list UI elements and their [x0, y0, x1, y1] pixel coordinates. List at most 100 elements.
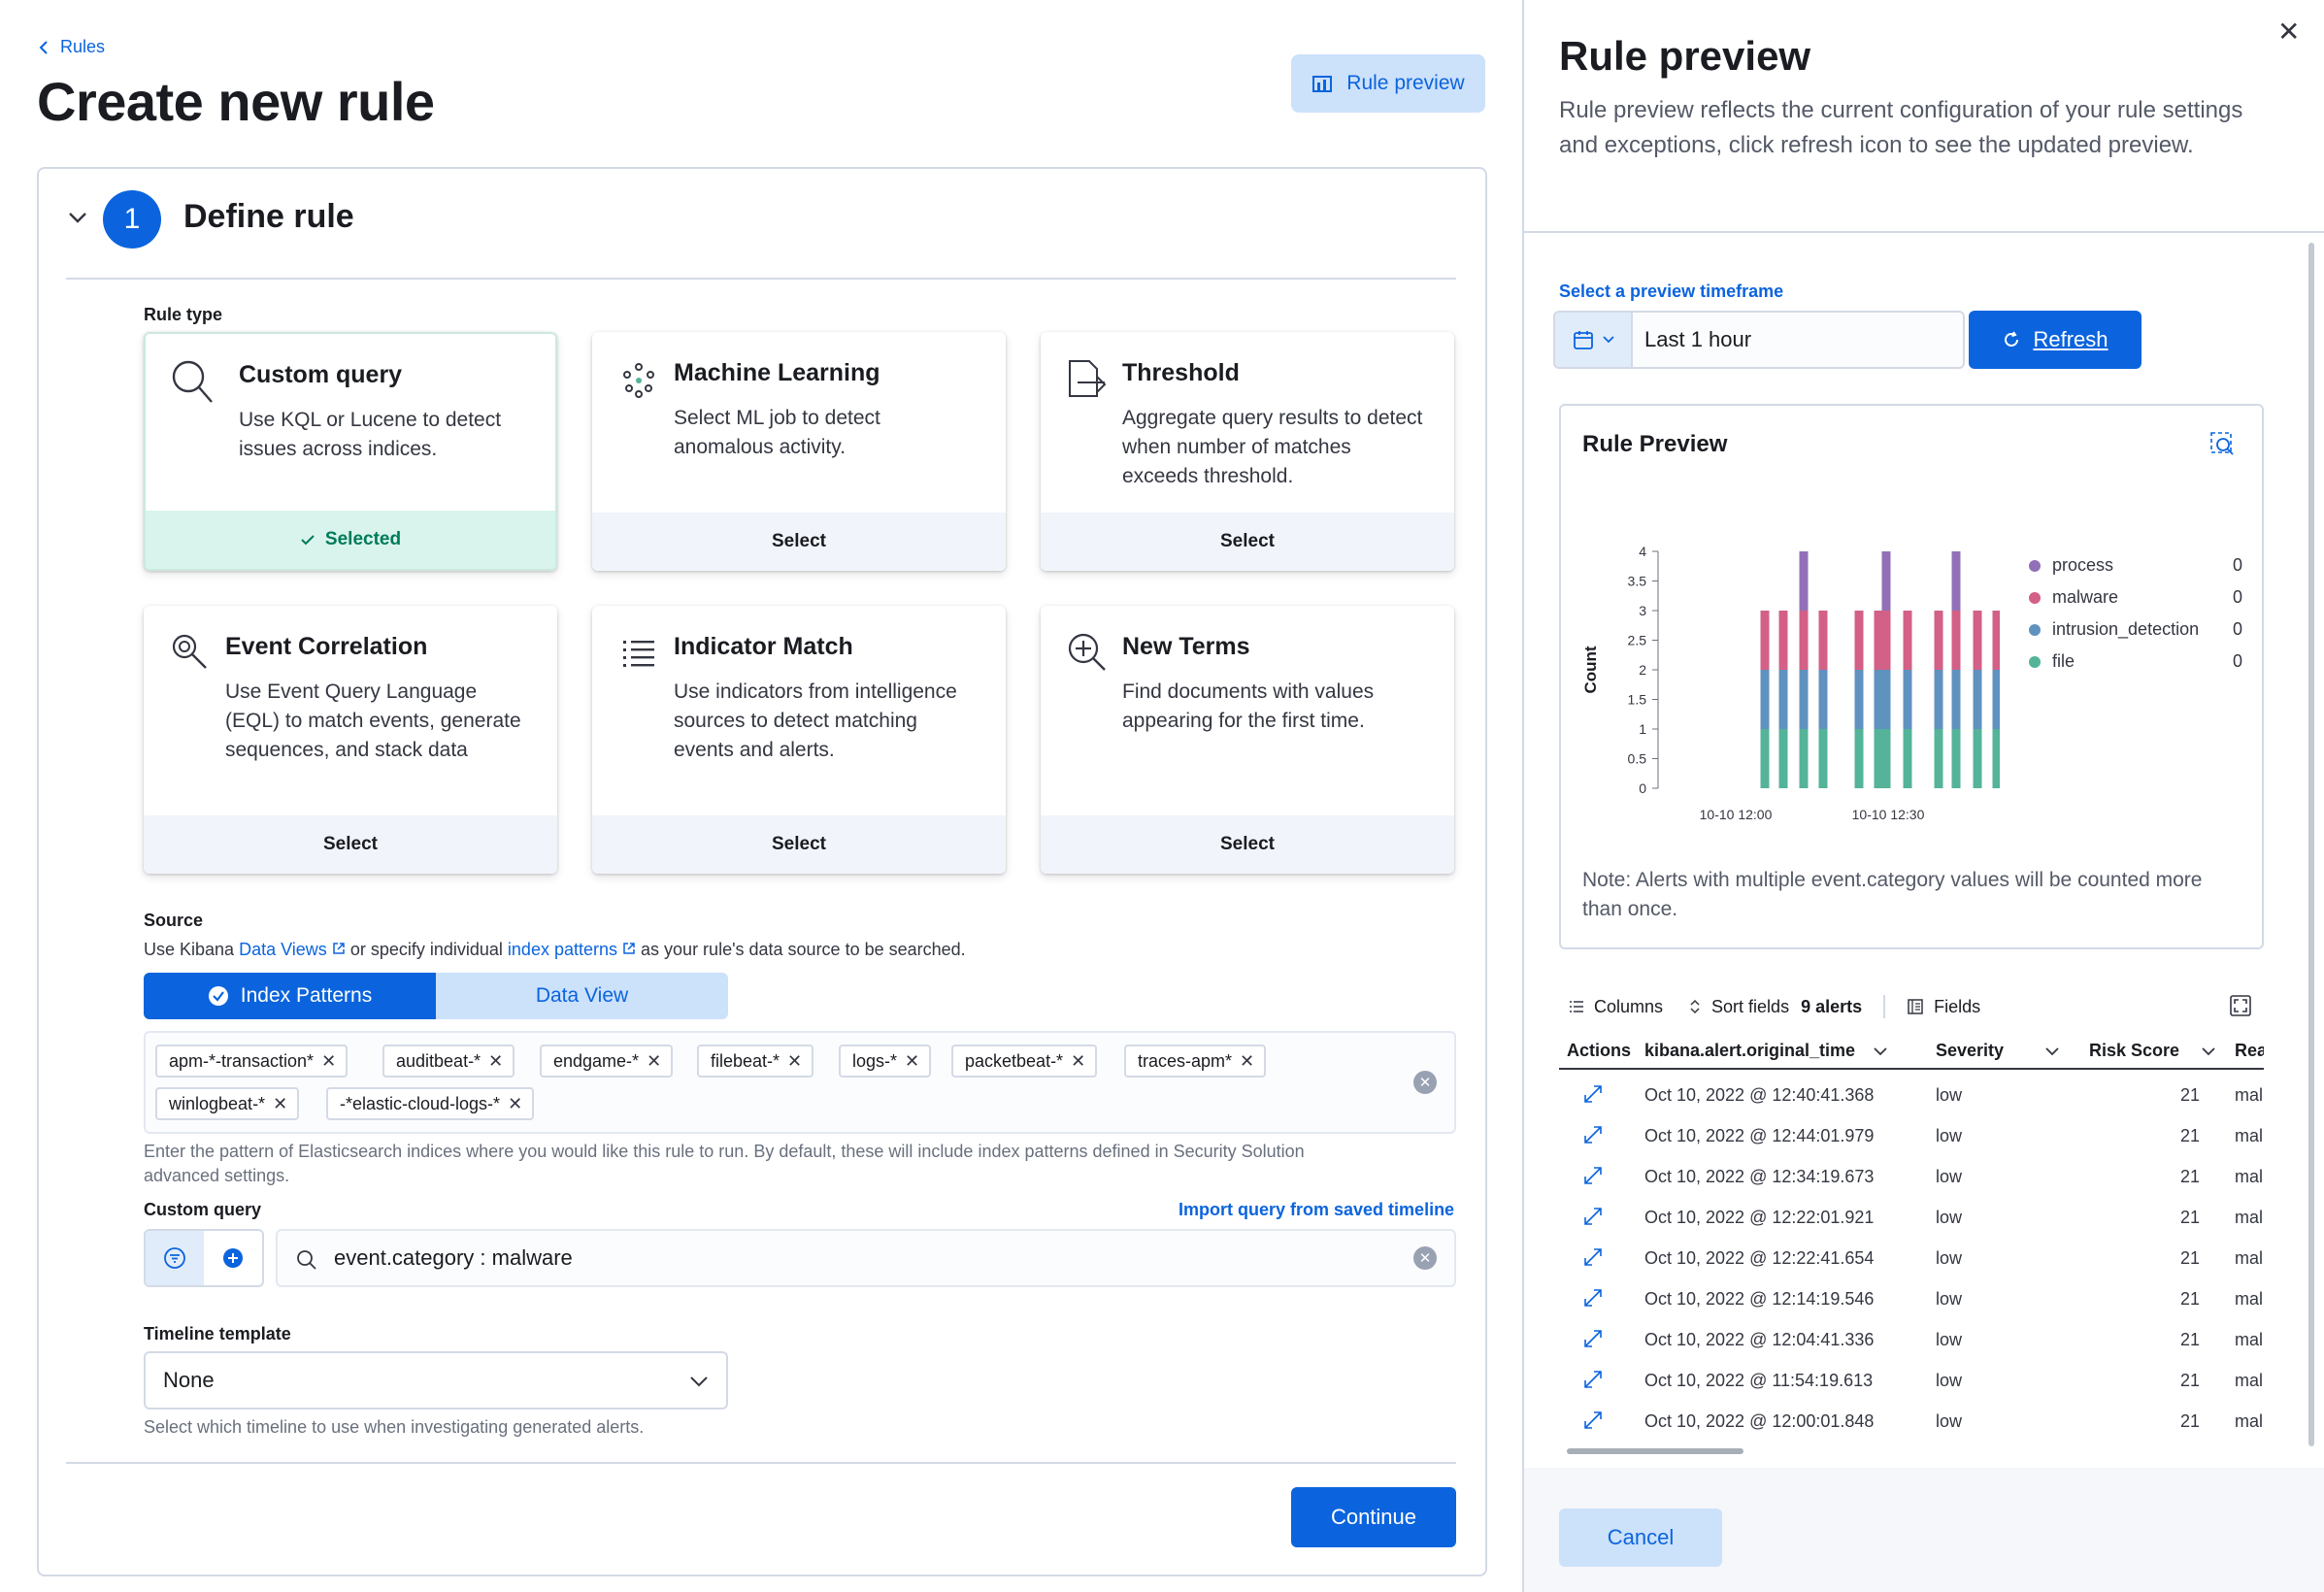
legend-item-process[interactable]: process 0: [2029, 549, 2242, 581]
index-pattern-pill: packetbeat-* ✕: [951, 1045, 1098, 1078]
list-icon: [623, 641, 654, 667]
rule-type-card-threshold[interactable]: Threshold Aggregate query results to det…: [1041, 332, 1454, 571]
preview-note: Note: Alerts with multiple event.categor…: [1582, 869, 2203, 920]
divider: [66, 1462, 1456, 1464]
cell-time: Oct 10, 2022 @ 12:04:41.336: [1644, 1330, 1875, 1349]
bar-file: [1951, 729, 1961, 788]
legend-item-malware[interactable]: malware 0: [2029, 581, 2242, 614]
rule-type-card-event-correlation[interactable]: Event Correlation Use Event Query Langua…: [144, 606, 557, 874]
legend-item-intrusion-detection[interactable]: intrusion_detection 0: [2029, 614, 2242, 646]
tab-data-view[interactable]: Data View: [436, 973, 728, 1019]
remove-pill-icon[interactable]: ✕: [321, 1050, 337, 1071]
legend-item-file[interactable]: file 0: [2029, 646, 2242, 678]
column-header-reason[interactable]: Rea: [2235, 1041, 2264, 1061]
source-label: Source: [144, 911, 204, 930]
source-tabs: Index Patterns Data View: [144, 973, 728, 1019]
index-patterns-link[interactable]: index patterns: [507, 940, 617, 959]
rule-type-card-indicator-match[interactable]: Indicator Match Use indicators from inte…: [592, 606, 1006, 874]
timeline-template-select[interactable]: None: [144, 1351, 728, 1410]
collapse-step-chevron-icon[interactable]: [66, 206, 89, 229]
remove-pill-icon[interactable]: ✕: [905, 1050, 920, 1071]
column-header-severity[interactable]: Severity: [1936, 1041, 2060, 1061]
continue-button[interactable]: Continue: [1291, 1487, 1456, 1547]
rule-type-select-button[interactable]: Select: [144, 815, 557, 874]
timeframe-value[interactable]: Last 1 hour: [1631, 311, 1965, 369]
rule-type-card-machine-learning[interactable]: Machine Learning Select ML job to detect…: [592, 332, 1006, 571]
legend-dot: [2029, 591, 2041, 604]
fields-button[interactable]: Fields: [1907, 997, 1980, 1017]
column-header-original-time[interactable]: kibana.alert.original_time: [1644, 1041, 1888, 1061]
table-row: Oct 10, 2022 @ 12:00:01.848 low 21 mal: [1559, 1400, 2264, 1441]
index-pattern-pill: logs-* ✕: [839, 1045, 932, 1078]
rule-preview-button[interactable]: Rule preview: [1291, 54, 1485, 113]
bar-malware: [1951, 611, 1961, 670]
cell-severity: low: [1936, 1330, 1963, 1349]
filter-menu-button[interactable]: [146, 1231, 204, 1285]
fullscreen-icon[interactable]: [2229, 994, 2252, 1017]
filter-icon: [164, 1247, 185, 1269]
legend-label: malware: [2052, 587, 2119, 607]
rule-type-card-custom-query[interactable]: Custom query Use KQL or Lucene to detect…: [144, 332, 557, 571]
data-views-link[interactable]: Data Views: [239, 940, 327, 959]
remove-pill-icon[interactable]: ✕: [488, 1050, 504, 1071]
expand-alert-icon[interactable]: [1582, 1369, 1604, 1390]
plus-circle-icon: [223, 1248, 243, 1268]
tab-index-patterns[interactable]: Index Patterns: [144, 973, 436, 1019]
inspect-icon[interactable]: [2209, 431, 2235, 456]
cell-severity: low: [1936, 1208, 1963, 1227]
toolbar-separator: [1883, 995, 1886, 1018]
rule-type-select-button[interactable]: Select: [1041, 815, 1454, 874]
y-tick-label: 0: [1639, 780, 1646, 796]
expand-alert-icon[interactable]: [1582, 1124, 1604, 1145]
remove-pill-icon[interactable]: ✕: [273, 1093, 288, 1113]
cancel-button[interactable]: Cancel: [1559, 1509, 1722, 1567]
rule-type-select-button[interactable]: Select: [592, 815, 1006, 874]
custom-query-input[interactable]: event.category : malware: [276, 1229, 1456, 1287]
machine-learning-icon: [623, 363, 654, 398]
close-flyout-icon[interactable]: ✕: [2277, 17, 2301, 47]
rule-type-select-button[interactable]: Select: [1041, 513, 1454, 571]
expand-alert-icon[interactable]: [1582, 1083, 1604, 1105]
cell-reason: mal: [2235, 1208, 2264, 1227]
clear-query-icon[interactable]: ✕: [1413, 1246, 1437, 1270]
back-to-rules-link[interactable]: Rules: [39, 37, 105, 57]
quick-select-button[interactable]: [1553, 311, 1633, 369]
y-tick-label: 1: [1639, 721, 1646, 737]
remove-pill-icon[interactable]: ✕: [1240, 1050, 1255, 1071]
clear-patterns-icon[interactable]: ✕: [1413, 1071, 1437, 1094]
columns-button[interactable]: Columns: [1569, 997, 1663, 1017]
rule-type-select-button[interactable]: Selected: [146, 511, 555, 569]
expand-alert-icon[interactable]: [1582, 1165, 1604, 1186]
table-row: Oct 10, 2022 @ 12:22:41.654 low 21 mal: [1559, 1237, 2264, 1277]
cell-time: Oct 10, 2022 @ 11:54:19.613: [1644, 1371, 1874, 1390]
refresh-button[interactable]: Refresh: [1969, 311, 2141, 369]
columns-label: Columns: [1594, 996, 1664, 1016]
rule-type-select-button[interactable]: Select: [592, 513, 1006, 571]
remove-pill-icon[interactable]: ✕: [787, 1050, 803, 1071]
rule-type-desc: Use indicators from intelligence sources…: [674, 680, 957, 761]
expand-alert-icon[interactable]: [1582, 1206, 1604, 1227]
timeline-template-value: None: [163, 1368, 215, 1392]
expand-alert-icon[interactable]: [1582, 1328, 1604, 1349]
bar-file: [1799, 729, 1809, 788]
column-header-risk-score[interactable]: Risk Score: [2089, 1041, 2216, 1061]
import-query-link[interactable]: Import query from saved timeline: [1179, 1200, 1455, 1219]
vertical-scrollbar[interactable]: [2308, 243, 2314, 1446]
add-filter-button[interactable]: [204, 1231, 262, 1285]
expand-alert-icon[interactable]: [1582, 1246, 1604, 1268]
remove-pill-icon[interactable]: ✕: [647, 1050, 662, 1071]
cell-severity: low: [1936, 1167, 1963, 1186]
source-desc-middle: or specify individual: [349, 940, 503, 959]
expand-alert-icon[interactable]: [1582, 1287, 1604, 1309]
sort-fields-button[interactable]: Sort fields: [1688, 997, 1789, 1017]
remove-pill-icon[interactable]: ✕: [1071, 1050, 1086, 1071]
bar-file: [1903, 729, 1912, 788]
remove-pill-icon[interactable]: ✕: [508, 1093, 523, 1113]
bar-malware: [1818, 611, 1828, 670]
rule-type-card-new-terms[interactable]: New Terms Find documents with values app…: [1041, 606, 1454, 874]
query-buttons-group: [144, 1229, 264, 1287]
expand-alert-icon[interactable]: [1582, 1410, 1604, 1431]
cell-risk-score: 21: [2179, 1371, 2200, 1390]
horizontal-scrollbar[interactable]: [1567, 1448, 1743, 1454]
header-label: Risk Score: [2089, 1041, 2180, 1060]
